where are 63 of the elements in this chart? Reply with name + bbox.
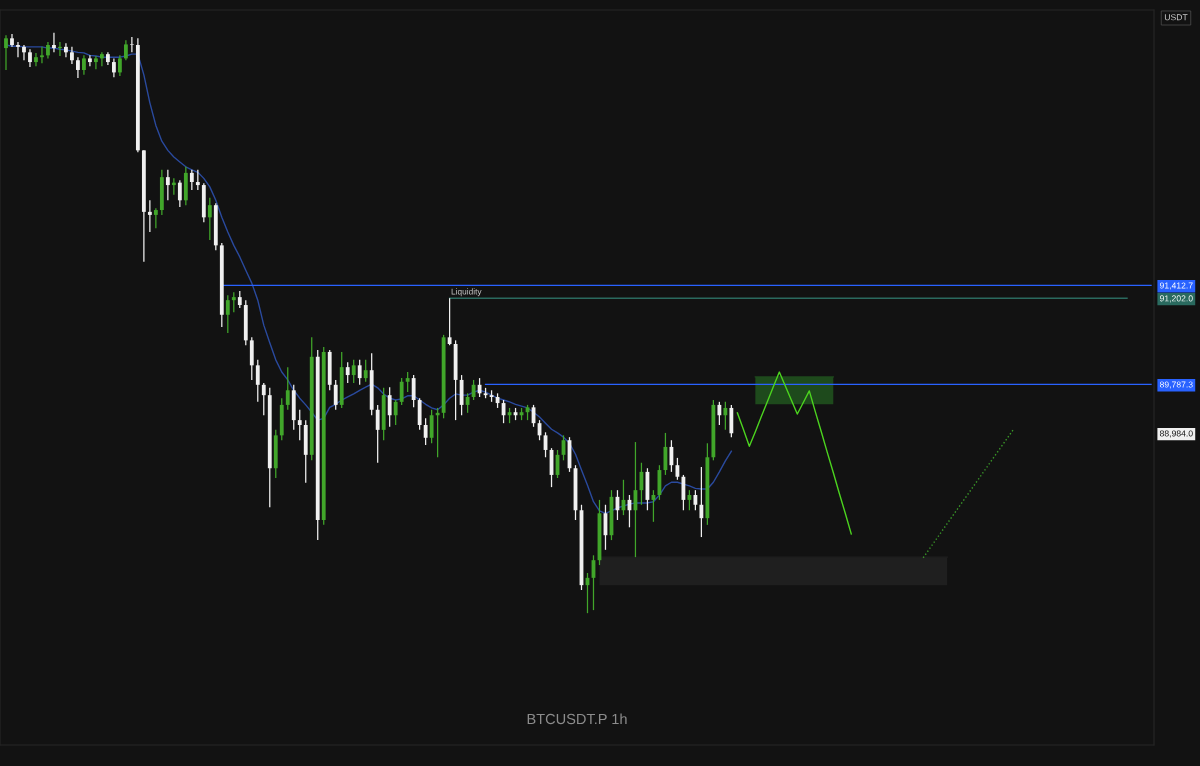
candlestick: [687, 489, 692, 511]
candlestick: [177, 179, 182, 208]
y-tick-label: 91,412.7: [1159, 282, 1193, 290]
candlestick: [387, 386, 392, 428]
candlestick: [4, 34, 8, 71]
series-label: Liquidity: [451, 288, 482, 297]
candlestick: [22, 44, 26, 61]
candlestick: [111, 57, 116, 78]
candlestick: [34, 52, 38, 67]
candlestick: [82, 54, 86, 76]
candlestick: [681, 474, 686, 511]
candlestick: [669, 439, 674, 473]
candlestick: [147, 199, 152, 233]
candlestick: [189, 169, 194, 191]
candlestick: [375, 404, 380, 464]
candlestick: [117, 54, 122, 77]
candlestick: [231, 291, 236, 313]
y-tick-label: 91,202.0: [1159, 295, 1193, 303]
candlestick: [261, 382, 266, 416]
candlestick: [717, 401, 722, 426]
candlestick: [333, 379, 338, 411]
candlestick: [699, 466, 704, 538]
candlestick: [285, 366, 290, 411]
candlestick: [471, 379, 476, 401]
candlestick: [297, 409, 302, 441]
candlestick: [64, 42, 68, 58]
candlestick: [195, 169, 200, 191]
candlestick: [357, 359, 362, 386]
candlestick: [393, 399, 398, 426]
candlestick: [465, 392, 470, 414]
candlestick: [423, 417, 428, 446]
candlestick: [94, 55, 98, 70]
candlestick: [207, 197, 212, 241]
candlestick: [477, 377, 482, 398]
candlestick: [165, 169, 170, 201]
candlestick: [123, 39, 128, 61]
candlestick: [76, 56, 80, 79]
line-series: [922, 429, 1014, 559]
candlestick: [447, 297, 452, 346]
candlestick: [411, 374, 416, 408]
candlestick: [399, 377, 404, 406]
candlestick: [88, 54, 92, 67]
candlestick: [99, 51, 104, 67]
y-axis-title: USDT: [1164, 14, 1188, 21]
candlestick: [255, 359, 260, 403]
candlestick: [675, 457, 680, 481]
line-series: [736, 371, 852, 535]
candlestick: [693, 489, 698, 511]
text: BTCUSDT.P 1h: [527, 713, 627, 725]
candlestick: [345, 361, 350, 384]
candlestick: [429, 409, 434, 444]
candlestick: [225, 294, 230, 334]
candlestick: [40, 46, 44, 64]
candlestick: [723, 401, 728, 431]
candlestick: [129, 36, 134, 53]
y-tick-label: 88,984.0: [1159, 430, 1193, 438]
candlestick: [153, 207, 158, 229]
candlestick: [52, 32, 56, 53]
y-tick-label: 89,787.3: [1159, 381, 1193, 389]
candlestick: [351, 359, 356, 384]
candlestick: [405, 371, 410, 393]
candlestick: [16, 41, 20, 58]
candlestick: [363, 359, 368, 383]
